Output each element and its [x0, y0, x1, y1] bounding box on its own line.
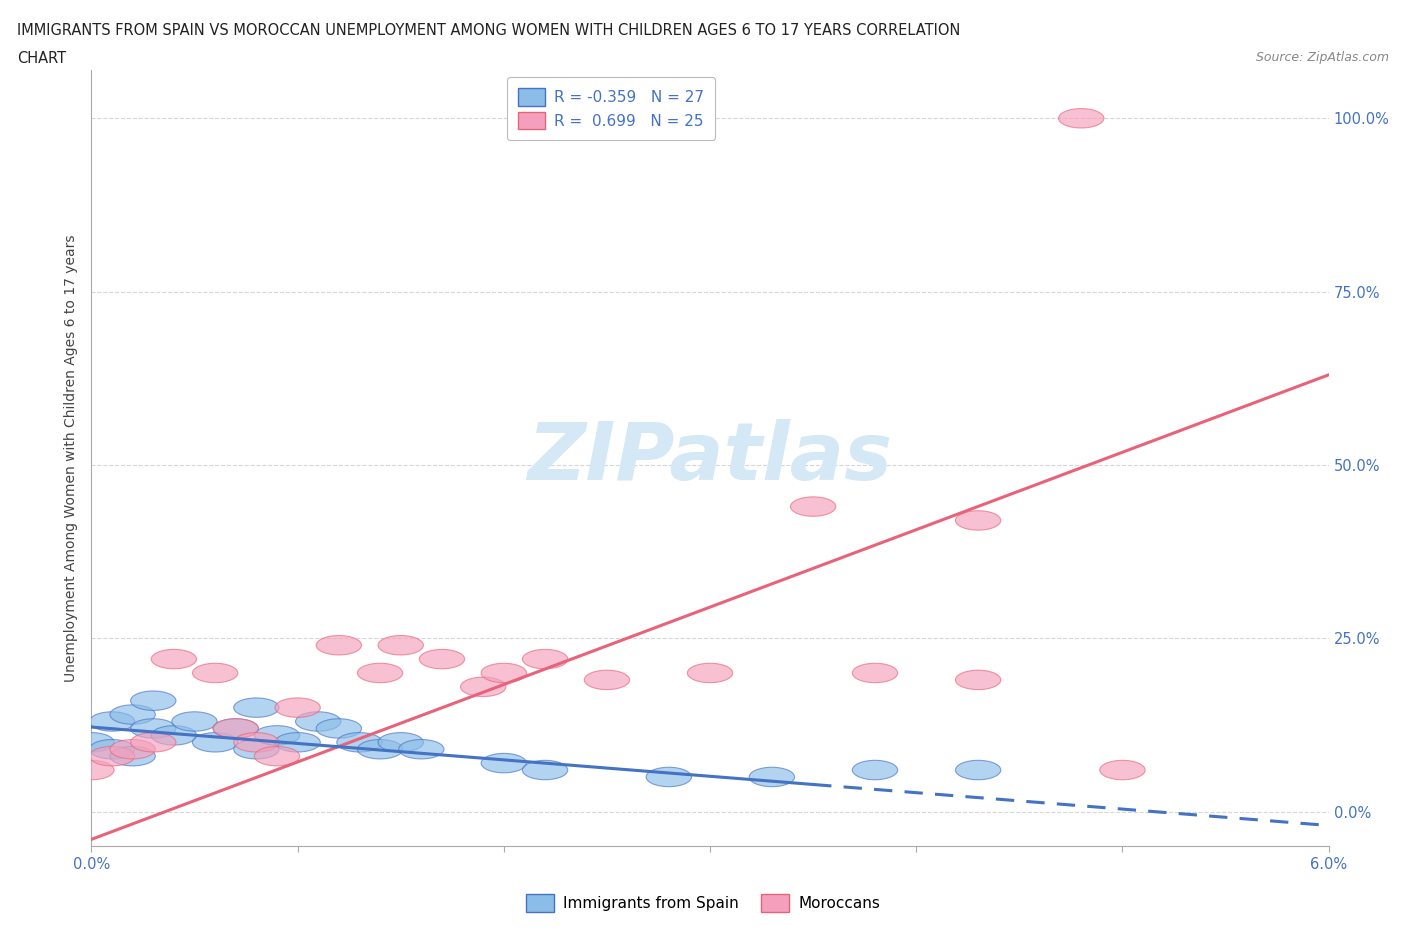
Ellipse shape — [214, 719, 259, 738]
Ellipse shape — [399, 739, 444, 759]
Ellipse shape — [214, 719, 259, 738]
Ellipse shape — [90, 739, 135, 759]
Ellipse shape — [790, 497, 835, 516]
Ellipse shape — [357, 663, 402, 683]
Ellipse shape — [233, 739, 278, 759]
Ellipse shape — [295, 711, 340, 731]
Legend: Immigrants from Spain, Moroccans: Immigrants from Spain, Moroccans — [520, 888, 886, 918]
Ellipse shape — [233, 733, 278, 752]
Ellipse shape — [956, 511, 1001, 530]
Ellipse shape — [172, 711, 217, 731]
Ellipse shape — [481, 663, 526, 683]
Ellipse shape — [852, 761, 897, 779]
Ellipse shape — [131, 733, 176, 752]
Ellipse shape — [956, 761, 1001, 779]
Ellipse shape — [110, 747, 155, 766]
Ellipse shape — [1099, 761, 1144, 779]
Ellipse shape — [357, 739, 402, 759]
Ellipse shape — [749, 767, 794, 787]
Text: Source: ZipAtlas.com: Source: ZipAtlas.com — [1256, 51, 1389, 64]
Ellipse shape — [647, 767, 692, 787]
Legend: R = -0.359   N = 27, R =  0.699   N = 25: R = -0.359 N = 27, R = 0.699 N = 25 — [508, 77, 716, 140]
Ellipse shape — [233, 698, 278, 717]
Ellipse shape — [481, 753, 526, 773]
Ellipse shape — [110, 739, 155, 759]
Ellipse shape — [585, 671, 630, 690]
Text: CHART: CHART — [17, 51, 66, 66]
Ellipse shape — [69, 761, 114, 779]
Ellipse shape — [316, 635, 361, 655]
Ellipse shape — [852, 663, 897, 683]
Text: ZIPatlas: ZIPatlas — [527, 419, 893, 497]
Ellipse shape — [131, 719, 176, 738]
Ellipse shape — [688, 663, 733, 683]
Ellipse shape — [152, 649, 197, 669]
Y-axis label: Unemployment Among Women with Children Ages 6 to 17 years: Unemployment Among Women with Children A… — [65, 234, 79, 682]
Ellipse shape — [337, 733, 382, 752]
Ellipse shape — [131, 691, 176, 711]
Ellipse shape — [193, 663, 238, 683]
Text: IMMIGRANTS FROM SPAIN VS MOROCCAN UNEMPLOYMENT AMONG WOMEN WITH CHILDREN AGES 6 : IMMIGRANTS FROM SPAIN VS MOROCCAN UNEMPL… — [17, 23, 960, 38]
Ellipse shape — [110, 705, 155, 724]
Ellipse shape — [152, 725, 197, 745]
Ellipse shape — [419, 649, 464, 669]
Ellipse shape — [378, 733, 423, 752]
Ellipse shape — [90, 711, 135, 731]
Ellipse shape — [378, 635, 423, 655]
Ellipse shape — [461, 677, 506, 697]
Ellipse shape — [69, 733, 114, 752]
Ellipse shape — [316, 719, 361, 738]
Ellipse shape — [523, 649, 568, 669]
Ellipse shape — [276, 698, 321, 717]
Ellipse shape — [90, 747, 135, 766]
Ellipse shape — [1059, 109, 1104, 128]
Ellipse shape — [276, 733, 321, 752]
Ellipse shape — [193, 733, 238, 752]
Ellipse shape — [523, 761, 568, 779]
Ellipse shape — [254, 747, 299, 766]
Ellipse shape — [254, 725, 299, 745]
Ellipse shape — [956, 671, 1001, 690]
